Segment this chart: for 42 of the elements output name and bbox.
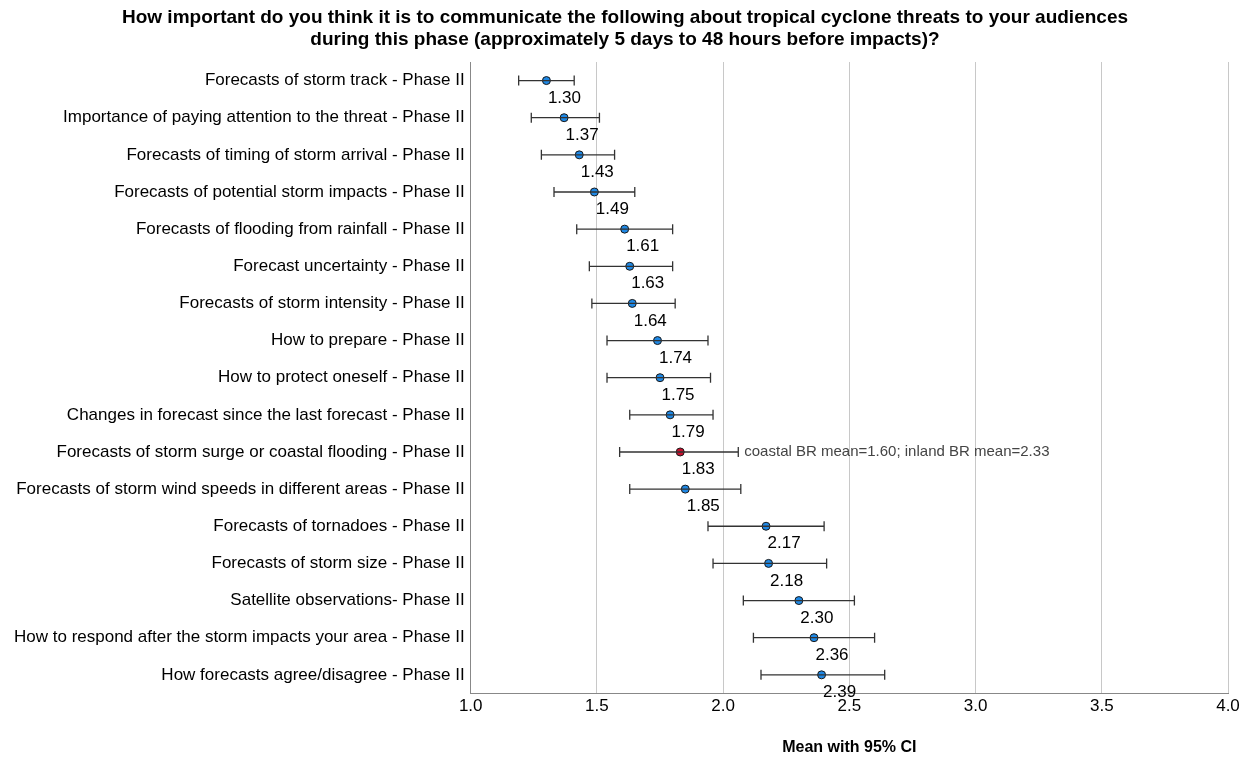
data-label: 2.18 bbox=[770, 570, 804, 590]
x-tick-label: 4.0 bbox=[1216, 696, 1240, 716]
data-label: 2.17 bbox=[767, 533, 801, 553]
data-label: 1.75 bbox=[661, 384, 695, 404]
data-label: 1.85 bbox=[686, 496, 720, 516]
data-label: 1.37 bbox=[565, 124, 599, 144]
y-tick-label: Satellite observations- Phase II bbox=[230, 590, 465, 610]
y-tick-label: How to protect oneself - Phase II bbox=[218, 367, 465, 387]
data-label: 1.74 bbox=[658, 347, 693, 367]
x-tick-label: 2.0 bbox=[711, 696, 735, 716]
x-tick-label: 1.0 bbox=[458, 696, 483, 716]
data-label: 1.43 bbox=[580, 162, 614, 182]
y-tick-label: How forecasts agree/disagree - Phase II bbox=[161, 664, 465, 684]
data-label: 1.79 bbox=[671, 422, 705, 442]
y-tick-label: How to prepare - Phase II bbox=[270, 330, 465, 350]
y-tick-label: Forecasts of potential storm impacts - Phase II bbox=[114, 181, 465, 201]
data-label: 1.63 bbox=[631, 273, 665, 293]
x-tick-label: 3.0 bbox=[963, 696, 988, 716]
y-tick-label: Forecasts of storm intensity - Phase II bbox=[179, 293, 465, 313]
data-label: 1.83 bbox=[681, 459, 715, 479]
y-tick-label: Forecasts of tornadoes - Phase II bbox=[213, 515, 465, 535]
y-tick-label: Forecasts of storm track - Phase II bbox=[204, 70, 465, 90]
x-tick-label: 1.5 bbox=[585, 696, 609, 716]
y-tick-label: Forecasts of storm size - Phase II bbox=[211, 553, 465, 573]
y-tick-label: How to respond after the storm impacts your area - Phase II bbox=[14, 627, 465, 647]
y-tick-label: Forecasts of flooding from rainfall - Phase II bbox=[135, 218, 465, 238]
x-axis-title: Mean with 95% CI bbox=[782, 737, 917, 755]
data-label: 1.61 bbox=[626, 236, 660, 256]
chart-title: How important do you think it is to communicate the following about tropical cyclone threats to your audiences during this phase (approximately 5 days to 48 hours before impacts)? bbox=[120, 6, 1129, 50]
data-label: 1.49 bbox=[595, 199, 629, 219]
data-label: 2.36 bbox=[815, 644, 849, 664]
y-tick-label: Forecasts of timing of storm arrival - Phase II bbox=[126, 144, 465, 164]
y-tick-label: Forecasts of storm surge or coastal flooding - Phase II bbox=[56, 441, 465, 461]
x-tick-label: 3.5 bbox=[1089, 696, 1114, 716]
y-tick-label: Changes in forecast since the last forecast - Phase II bbox=[66, 404, 465, 424]
data-label: 1.64 bbox=[633, 310, 667, 330]
data-label: 2.30 bbox=[800, 607, 834, 627]
y-tick-label: Forecast uncertainty - Phase II bbox=[233, 255, 465, 275]
annotation: coastal BR mean=1.60; inland BR mean=2.33 bbox=[744, 442, 1050, 460]
y-tick-label: Forecasts of storm wind speeds in different areas - Phase II bbox=[16, 478, 465, 498]
data-label: 1.30 bbox=[547, 87, 581, 107]
y-tick-label: Importance of paying attention to the threat - Phase II bbox=[63, 107, 465, 127]
